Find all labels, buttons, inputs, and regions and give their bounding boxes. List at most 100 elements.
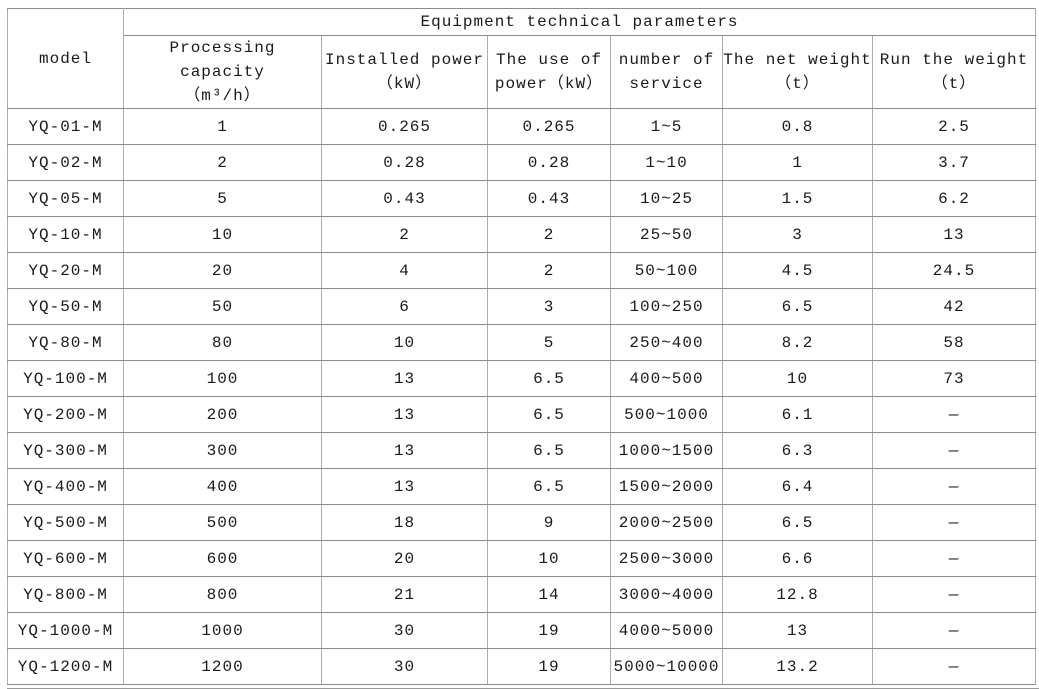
installed-power-cell: 21	[321, 576, 488, 613]
installed-power-cell: 6	[321, 288, 488, 325]
table-header: model Equipment technical parameters Pro…	[7, 8, 1037, 109]
run-weight-cell: 42	[871, 288, 1037, 325]
installed-power-cell: 13	[321, 396, 488, 433]
net-weight-cell: 10	[722, 360, 873, 397]
column-header-run-weight: Run the weight （t）	[871, 35, 1037, 109]
use-of-power-cell: 14	[487, 576, 611, 613]
table-title: Equipment technical parameters	[122, 8, 1037, 36]
processing-capacity-cell: 1200	[123, 648, 322, 685]
installed-power-cell: 13	[321, 360, 488, 397]
table-row: YQ-400-M 400 13 6.5 1500~2000 6.4 —	[7, 468, 1037, 505]
number-of-service-cell: 3000~4000	[610, 576, 723, 613]
processing-capacity-cell: 800	[123, 576, 322, 613]
model-cell: YQ-10-M	[7, 216, 124, 253]
table-row: YQ-05-M 5 0.43 0.43 10~25 1.5 6.2	[7, 180, 1037, 217]
table-row: YQ-02-M 2 0.28 0.28 1~10 1 3.7	[7, 144, 1037, 181]
run-weight-cell: 58	[871, 324, 1037, 361]
number-of-service-cell: 1~10	[610, 144, 723, 181]
model-cell: YQ-800-M	[7, 576, 124, 613]
processing-capacity-cell: 20	[123, 252, 322, 289]
model-cell: YQ-05-M	[7, 180, 124, 217]
number-of-service-cell: 2000~2500	[610, 504, 723, 541]
run-weight-cell: —	[871, 504, 1037, 541]
table-row: YQ-100-M 100 13 6.5 400~500 10 73	[7, 360, 1037, 397]
table-row: YQ-800-M 800 21 14 3000~4000 12.8 —	[7, 576, 1037, 613]
model-cell: YQ-80-M	[7, 324, 124, 361]
use-of-power-cell: 2	[487, 252, 611, 289]
table-row: YQ-1000-M 1000 30 19 4000~5000 13 —	[7, 612, 1037, 649]
use-of-power-cell: 6.5	[487, 360, 611, 397]
run-weight-cell: 3.7	[871, 144, 1037, 181]
table-row: YQ-600-M 600 20 10 2500~3000 6.6 —	[7, 540, 1037, 577]
installed-power-cell: 20	[321, 540, 488, 577]
net-weight-cell: 6.5	[722, 504, 873, 541]
net-weight-cell: 6.6	[722, 540, 873, 577]
use-of-power-cell: 6.5	[487, 432, 611, 469]
model-cell: YQ-500-M	[7, 504, 124, 541]
use-of-power-cell: 0.43	[487, 180, 611, 217]
table-row: YQ-50-M 50 6 3 100~250 6.5 42	[7, 288, 1037, 325]
run-weight-cell: 73	[871, 360, 1037, 397]
model-cell: YQ-600-M	[7, 540, 124, 577]
processing-capacity-cell: 80	[123, 324, 322, 361]
installed-power-cell: 2	[321, 216, 488, 253]
use-of-power-cell: 19	[487, 612, 611, 649]
number-of-service-cell: 1~5	[610, 108, 723, 145]
number-of-service-cell: 1500~2000	[610, 468, 723, 505]
installed-power-cell: 13	[321, 432, 488, 469]
processing-capacity-cell: 1000	[123, 612, 322, 649]
number-of-service-cell: 500~1000	[610, 396, 723, 433]
use-of-power-cell: 9	[487, 504, 611, 541]
processing-capacity-cell: 50	[123, 288, 322, 325]
run-weight-cell: —	[871, 468, 1037, 505]
net-weight-cell: 3	[722, 216, 873, 253]
model-cell: YQ-01-M	[7, 108, 124, 145]
use-of-power-cell: 10	[487, 540, 611, 577]
table-row: YQ-300-M 300 13 6.5 1000~1500 6.3 —	[7, 432, 1037, 469]
table-body: YQ-01-M 1 0.265 0.265 1~5 0.8 2.5 YQ-02-…	[7, 108, 1037, 685]
run-weight-cell: —	[871, 396, 1037, 433]
table-row: YQ-500-M 500 18 9 2000~2500 6.5 —	[7, 504, 1037, 541]
use-of-power-cell: 0.28	[487, 144, 611, 181]
table-row: YQ-80-M 80 10 5 250~400 8.2 58	[7, 324, 1037, 361]
table-subheader-row: Processing capacity （m³/h） Installed pow…	[8, 35, 1037, 109]
model-cell: YQ-1200-M	[7, 648, 124, 685]
model-cell: YQ-200-M	[7, 396, 124, 433]
model-cell: YQ-100-M	[7, 360, 124, 397]
number-of-service-cell: 4000~5000	[610, 612, 723, 649]
installed-power-cell: 0.43	[321, 180, 488, 217]
use-of-power-cell: 19	[487, 648, 611, 685]
net-weight-cell: 13.2	[722, 648, 873, 685]
net-weight-cell: 6.3	[722, 432, 873, 469]
model-cell: YQ-02-M	[7, 144, 124, 181]
column-header-net-weight: The net weight （t）	[722, 35, 873, 109]
net-weight-cell: 13	[722, 612, 873, 649]
model-cell: YQ-300-M	[7, 432, 124, 469]
use-of-power-cell: 0.265	[487, 108, 611, 145]
net-weight-cell: 1.5	[722, 180, 873, 217]
equipment-parameters-table: model Equipment technical parameters Pro…	[7, 8, 1037, 685]
net-weight-cell: 1	[722, 144, 873, 181]
processing-capacity-cell: 100	[123, 360, 322, 397]
net-weight-cell: 8.2	[722, 324, 873, 361]
number-of-service-cell: 400~500	[610, 360, 723, 397]
number-of-service-cell: 5000~10000	[610, 648, 723, 685]
number-of-service-cell: 1000~1500	[610, 432, 723, 469]
run-weight-cell: —	[871, 432, 1037, 469]
model-cell: YQ-1000-M	[7, 612, 124, 649]
table-row: YQ-1200-M 1200 30 19 5000~10000 13.2 —	[7, 648, 1037, 685]
installed-power-cell: 4	[321, 252, 488, 289]
installed-power-cell: 0.28	[321, 144, 488, 181]
table-row: YQ-200-M 200 13 6.5 500~1000 6.1 —	[7, 396, 1037, 433]
number-of-service-cell: 25~50	[610, 216, 723, 253]
model-cell: YQ-20-M	[7, 252, 124, 289]
processing-capacity-cell: 1	[123, 108, 322, 145]
table-row: YQ-10-M 10 2 2 25~50 3 13	[7, 216, 1037, 253]
run-weight-cell: —	[871, 540, 1037, 577]
processing-capacity-cell: 300	[123, 432, 322, 469]
net-weight-cell: 6.4	[722, 468, 873, 505]
run-weight-cell: 6.2	[871, 180, 1037, 217]
run-weight-cell: —	[871, 612, 1037, 649]
model-cell: YQ-50-M	[7, 288, 124, 325]
processing-capacity-cell: 200	[123, 396, 322, 433]
